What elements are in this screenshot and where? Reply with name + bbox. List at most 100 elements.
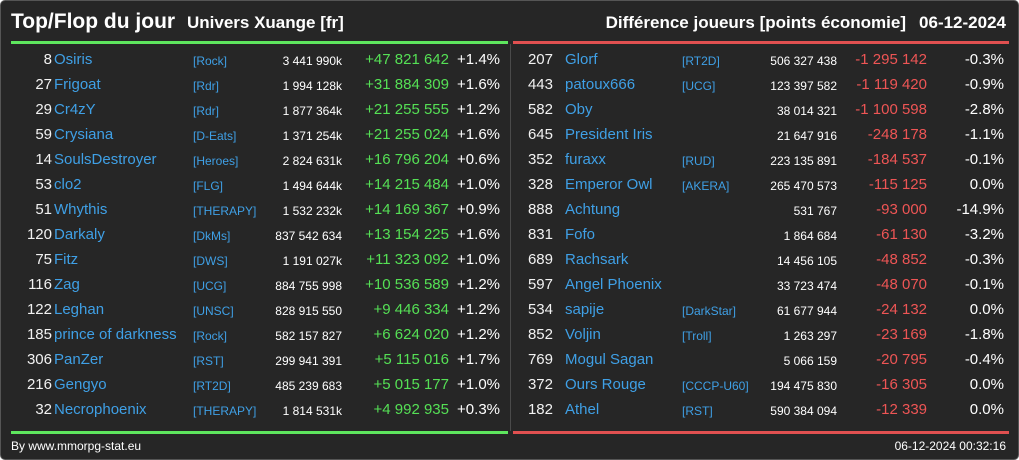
player-name-link[interactable]: Fofo — [565, 226, 596, 243]
flop-player-row: 207 Glorf [RT2D] 506 327 438 -1 295 142 -0.3% — [513, 48, 1009, 73]
page-title: Top/Flop du jour — [11, 10, 176, 33]
alliance-tag-link[interactable]: [THERAPY] — [193, 204, 257, 218]
player-name-link[interactable]: Whythis — [54, 201, 108, 218]
player-name-link[interactable]: Gengyo — [54, 376, 107, 393]
alliance-tag-link[interactable]: [Rock] — [193, 329, 228, 343]
alliance-tag-link[interactable]: [Rdr] — [193, 79, 220, 93]
player-name-link[interactable]: Oby — [565, 101, 593, 118]
percent-change: +0.9% — [457, 201, 500, 218]
player-name-link[interactable]: President Iris — [565, 126, 653, 143]
alliance-tag-link[interactable]: [DkMs] — [193, 229, 231, 243]
player-points: 38 014 321 — [776, 104, 837, 118]
alliance-tag-link[interactable]: [THERAPY] — [193, 404, 257, 418]
points-difference: -248 178 — [867, 126, 927, 143]
player-name-link[interactable]: Mogul Sagan — [565, 351, 654, 368]
points-difference: +14 215 484 — [365, 176, 449, 193]
player-name-link[interactable]: Osiris — [54, 51, 93, 68]
points-difference: +16 796 204 — [365, 151, 449, 168]
percent-change: +1.2% — [457, 326, 500, 343]
points-difference: -93 000 — [876, 201, 927, 218]
player-rank: 185 — [26, 326, 52, 343]
alliance-tag-link[interactable]: [RUD] — [682, 154, 715, 168]
percent-change: +1.2% — [457, 301, 500, 318]
footer-credit: By www.mmorpg-stat.eu — [11, 439, 142, 453]
player-name-link[interactable]: Necrophoenix — [54, 401, 147, 418]
alliance-tag-link[interactable]: [RT2D] — [193, 379, 231, 393]
alliance-tag-link[interactable]: [RT2D] — [682, 54, 720, 68]
player-name-link[interactable]: Achtung — [565, 201, 621, 218]
player-name-link[interactable]: Voljin — [565, 326, 601, 343]
player-points: 884 755 998 — [275, 279, 342, 293]
player-name-link[interactable]: furaxx — [565, 151, 606, 168]
player-name-link[interactable]: Cr4zY — [54, 101, 96, 118]
flop-player-row: 831 Fofo 1 864 684 -61 130 -3.2% — [513, 223, 1009, 248]
player-name-link[interactable]: SoulsDestroyer — [54, 151, 157, 168]
alliance-tag-link[interactable]: [DWS] — [193, 254, 228, 268]
footer-timestamp: 06-12-2024 00:32:16 — [894, 439, 1006, 453]
flop-player-row: 443 patoux666 [UCG] 123 397 582 -1 119 420 -0… — [513, 73, 1009, 98]
top-player-row: 185 prince of darkness [Rock] 582 157 827 +6… — [11, 323, 508, 348]
player-points: 1 864 684 — [783, 229, 837, 243]
alliance-tag-link[interactable]: [DarkStar] — [682, 304, 737, 318]
alliance-tag-link[interactable]: [Heroes] — [193, 154, 239, 168]
player-name-link[interactable]: Glorf — [565, 51, 598, 68]
player-name-link[interactable]: Leghan — [54, 301, 105, 318]
player-points: 5 066 159 — [783, 354, 837, 368]
player-name-link[interactable]: Athel — [565, 401, 600, 418]
player-name-link[interactable]: PanZer — [54, 351, 104, 368]
player-name-link[interactable]: Fitz — [54, 251, 79, 268]
player-name-link[interactable]: Ours Rouge — [565, 376, 646, 393]
player-rank: 14 — [35, 151, 52, 168]
player-rank: 689 — [527, 251, 553, 268]
percent-change: +1.7% — [457, 351, 500, 368]
player-name-link[interactable]: sapije — [565, 301, 605, 318]
points-difference: +47 821 642 — [365, 51, 449, 68]
alliance-tag-link[interactable]: [RST] — [193, 354, 224, 368]
player-name-link[interactable]: clo2 — [54, 176, 82, 193]
player-rank: 852 — [527, 326, 553, 343]
player-name-link[interactable]: Darkaly — [54, 226, 105, 243]
percent-change: -14.9% — [956, 201, 1004, 218]
alliance-tag-link[interactable]: [CCCP-U60] — [682, 379, 749, 393]
player-name-link[interactable]: Emperor Owl — [565, 176, 653, 193]
flop-player-row: 852 Voljin [Troll] 1 263 297 -23 169 -1.8% — [513, 323, 1009, 348]
top-player-row: 122 Leghan [UNSC] 828 915 550 +9 446 334 +1.2… — [11, 298, 508, 323]
player-points: 531 767 — [793, 204, 837, 218]
player-rank: 120 — [26, 226, 52, 243]
alliance-tag-link[interactable]: [UNSC] — [193, 304, 234, 318]
top-player-row: 32 Necrophoenix [THERAPY] 1 814 531k +4 992 … — [11, 398, 508, 423]
alliance-tag-link[interactable]: [UCG] — [682, 79, 716, 93]
alliance-tag-link[interactable]: [Rdr] — [193, 104, 220, 118]
player-points: 1 877 364k — [282, 104, 342, 118]
player-points: 14 456 105 — [776, 254, 837, 268]
player-name-link[interactable]: prince of darkness — [54, 326, 177, 343]
points-difference: -1 119 420 — [856, 76, 927, 93]
flop-player-row: 689 Rachsark 14 456 105 -48 852 -0.3% — [513, 248, 1009, 273]
player-name-link[interactable]: Frigoat — [54, 76, 101, 93]
player-points: 1 994 128k — [282, 79, 342, 93]
player-name-link[interactable]: Rachsark — [565, 251, 629, 268]
top-player-row: 306 PanZer [RST] 299 941 391 +5 115 016 +1.7% — [11, 348, 508, 373]
player-name-link[interactable]: Angel Phoenix — [565, 276, 662, 293]
percent-change: 0.0% — [969, 401, 1004, 418]
alliance-tag-link[interactable]: [RST] — [682, 404, 713, 418]
player-points: 1 532 232k — [282, 204, 342, 218]
player-rank: 582 — [527, 101, 553, 118]
player-rank: 32 — [35, 401, 52, 418]
flop-footer-line — [513, 431, 1009, 434]
alliance-tag-link[interactable]: [UCG] — [193, 279, 227, 293]
player-name-link[interactable]: Zag — [54, 276, 80, 293]
player-name-link[interactable]: Crysiana — [54, 126, 114, 143]
player-name-link[interactable]: patoux666 — [565, 76, 636, 93]
player-rank: 207 — [527, 51, 553, 68]
alliance-tag-link[interactable]: [Rock] — [193, 54, 228, 68]
flop-player-row: 645 President Iris 21 647 916 -248 178 -1.1% — [513, 123, 1009, 148]
alliance-tag-link[interactable]: [FLG] — [193, 179, 224, 193]
player-points: 194 475 830 — [770, 379, 837, 393]
alliance-tag-link[interactable]: [AKERA] — [682, 179, 730, 193]
player-points: 265 470 573 — [770, 179, 837, 193]
alliance-tag-link[interactable]: [Troll] — [682, 329, 712, 343]
points-difference: -48 852 — [876, 251, 927, 268]
alliance-tag-link[interactable]: [D-Eats] — [193, 129, 237, 143]
